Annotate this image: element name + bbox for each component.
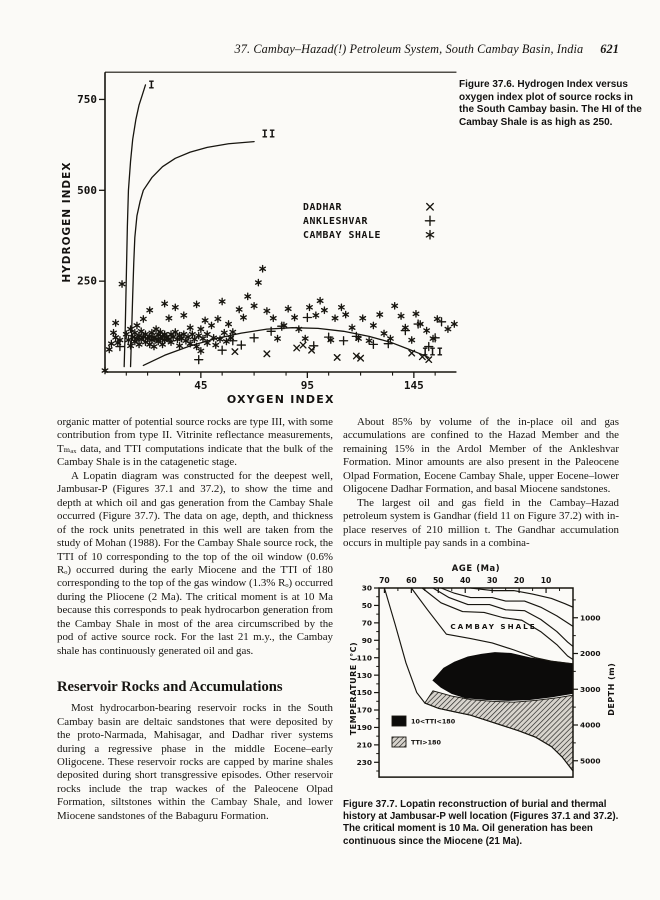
svg-text:50: 50 [362, 601, 372, 610]
svg-text:II: II [262, 129, 277, 141]
svg-text:45: 45 [194, 379, 207, 392]
svg-text:70: 70 [379, 576, 390, 585]
maturation-curve-III: III [142, 327, 444, 367]
svg-text:DADHAR: DADHAR [303, 202, 342, 213]
cambay-shale-label: CAMBAY SHALE [450, 622, 536, 631]
svg-text:20: 20 [514, 576, 525, 585]
series-dadhar [231, 341, 433, 364]
lopatin-legend: 10<TTI<180 TTI>180 [391, 715, 456, 748]
svg-text:210: 210 [357, 740, 372, 749]
body-paragraph: organic matter of potential source rocks… [57, 416, 333, 469]
svg-text:50: 50 [433, 576, 444, 585]
svg-text:70: 70 [362, 618, 372, 627]
scatter-frame [104, 71, 457, 373]
svg-text:DEPTH (m): DEPTH (m) [607, 663, 616, 716]
svg-text:60: 60 [406, 576, 417, 585]
svg-text:190: 190 [357, 723, 372, 732]
svg-text:5000: 5000 [580, 756, 601, 765]
svg-text:95: 95 [301, 379, 314, 392]
svg-text:CAMBAY SHALE: CAMBAY SHALE [450, 622, 536, 631]
figure-37-7-caption: Figure 37.7. Lopatin reconstruction of b… [343, 799, 619, 847]
series-cambay-shale [101, 264, 458, 375]
scatter-legend: DADHAR ANKLESHVAR CAMBAY SHALE [303, 202, 436, 241]
lopatin-frame [378, 587, 574, 778]
svg-text:TEMPERATURE (°C): TEMPERATURE (°C) [349, 642, 358, 736]
svg-text:30: 30 [362, 584, 372, 593]
svg-text:AGE (Ma): AGE (Ma) [452, 563, 500, 573]
svg-text:130: 130 [357, 671, 372, 680]
svg-text:2000: 2000 [580, 649, 601, 658]
svg-text:145: 145 [404, 379, 424, 392]
svg-text:90: 90 [362, 636, 372, 645]
svg-text:40: 40 [460, 576, 471, 585]
svg-text:110: 110 [357, 653, 372, 662]
svg-text:ANKLESHVAR: ANKLESHVAR [303, 216, 368, 227]
svg-text:3000: 3000 [580, 685, 601, 694]
figure-37-6-caption: Figure 37.6. Hydrogen Index versus oxyge… [459, 79, 642, 128]
svg-text:1000: 1000 [580, 613, 601, 622]
svg-text:10<TTI<180: 10<TTI<180 [411, 718, 456, 726]
depth-axis: 1000 2000 3000 4000 5000 DEPTH (m) [573, 599, 616, 765]
figure-37-6-chart: 45 95 145 OXYGEN INDEX 250 500 750 HYDROGEN IND… [61, 71, 458, 406]
svg-text:30: 30 [487, 576, 498, 585]
svg-text:750: 750 [77, 93, 97, 106]
age-axis: 70 60 50 40 30 20 10 AGE (Ma) [379, 563, 561, 593]
svg-text:I: I [148, 80, 155, 92]
maturation-curve-II: II [129, 129, 277, 368]
svg-text:150: 150 [357, 688, 372, 697]
running-header: 37. Cambay–Hazad(!) Petroleum System, So… [235, 42, 620, 57]
svg-text:4000: 4000 [580, 721, 601, 730]
left-column: organic matter of potential source rocks… [57, 416, 333, 823]
chapter-title: 37. Cambay–Hazad(!) Petroleum System, So… [234, 42, 584, 56]
page-number: 621 [600, 42, 619, 56]
body-paragraph: The largest oil and gas field in the Cam… [343, 496, 619, 550]
scatter-x-axis: 45 95 145 OXYGEN INDEX [125, 372, 436, 406]
svg-text:10: 10 [541, 576, 552, 585]
maturation-curve-I: I [123, 80, 155, 368]
svg-text:III: III [422, 346, 444, 358]
right-column: About 85% by volume of the in-place oil … [343, 416, 619, 551]
body-paragraph: About 85% by volume of the in-place oil … [343, 416, 619, 496]
oil-window-zone [432, 652, 574, 701]
temperature-axis: 30 50 70 90 110 130 150 170 190 210 230 TEMPERATURE… [349, 584, 380, 772]
svg-text:OXYGEN INDEX: OXYGEN INDEX [227, 393, 335, 406]
body-paragraph: A Lopatin diagram was constructed for th… [57, 469, 333, 657]
gas-window-zone [424, 690, 574, 773]
svg-text:170: 170 [357, 706, 372, 715]
svg-text:TTI>180: TTI>180 [411, 739, 441, 747]
section-heading: Reservoir Rocks and Accumulations [57, 679, 283, 696]
svg-text:250: 250 [77, 275, 97, 288]
burial-curves [383, 587, 574, 772]
svg-text:230: 230 [357, 758, 372, 767]
svg-text:HYDROGEN INDEX: HYDROGEN INDEX [61, 162, 73, 283]
svg-text:500: 500 [77, 184, 97, 197]
svg-text:CAMBAY SHALE: CAMBAY SHALE [303, 230, 381, 241]
figure-37-7-chart: 70 60 50 40 30 20 10 AGE (Ma) 30 50 70 90 110 130 150 1… [349, 563, 616, 778]
scatter-y-axis: 250 500 750 HYDROGEN INDEX [61, 93, 105, 288]
body-paragraph: Most hydrocarbon-bearing reservoir rocks… [57, 702, 333, 822]
